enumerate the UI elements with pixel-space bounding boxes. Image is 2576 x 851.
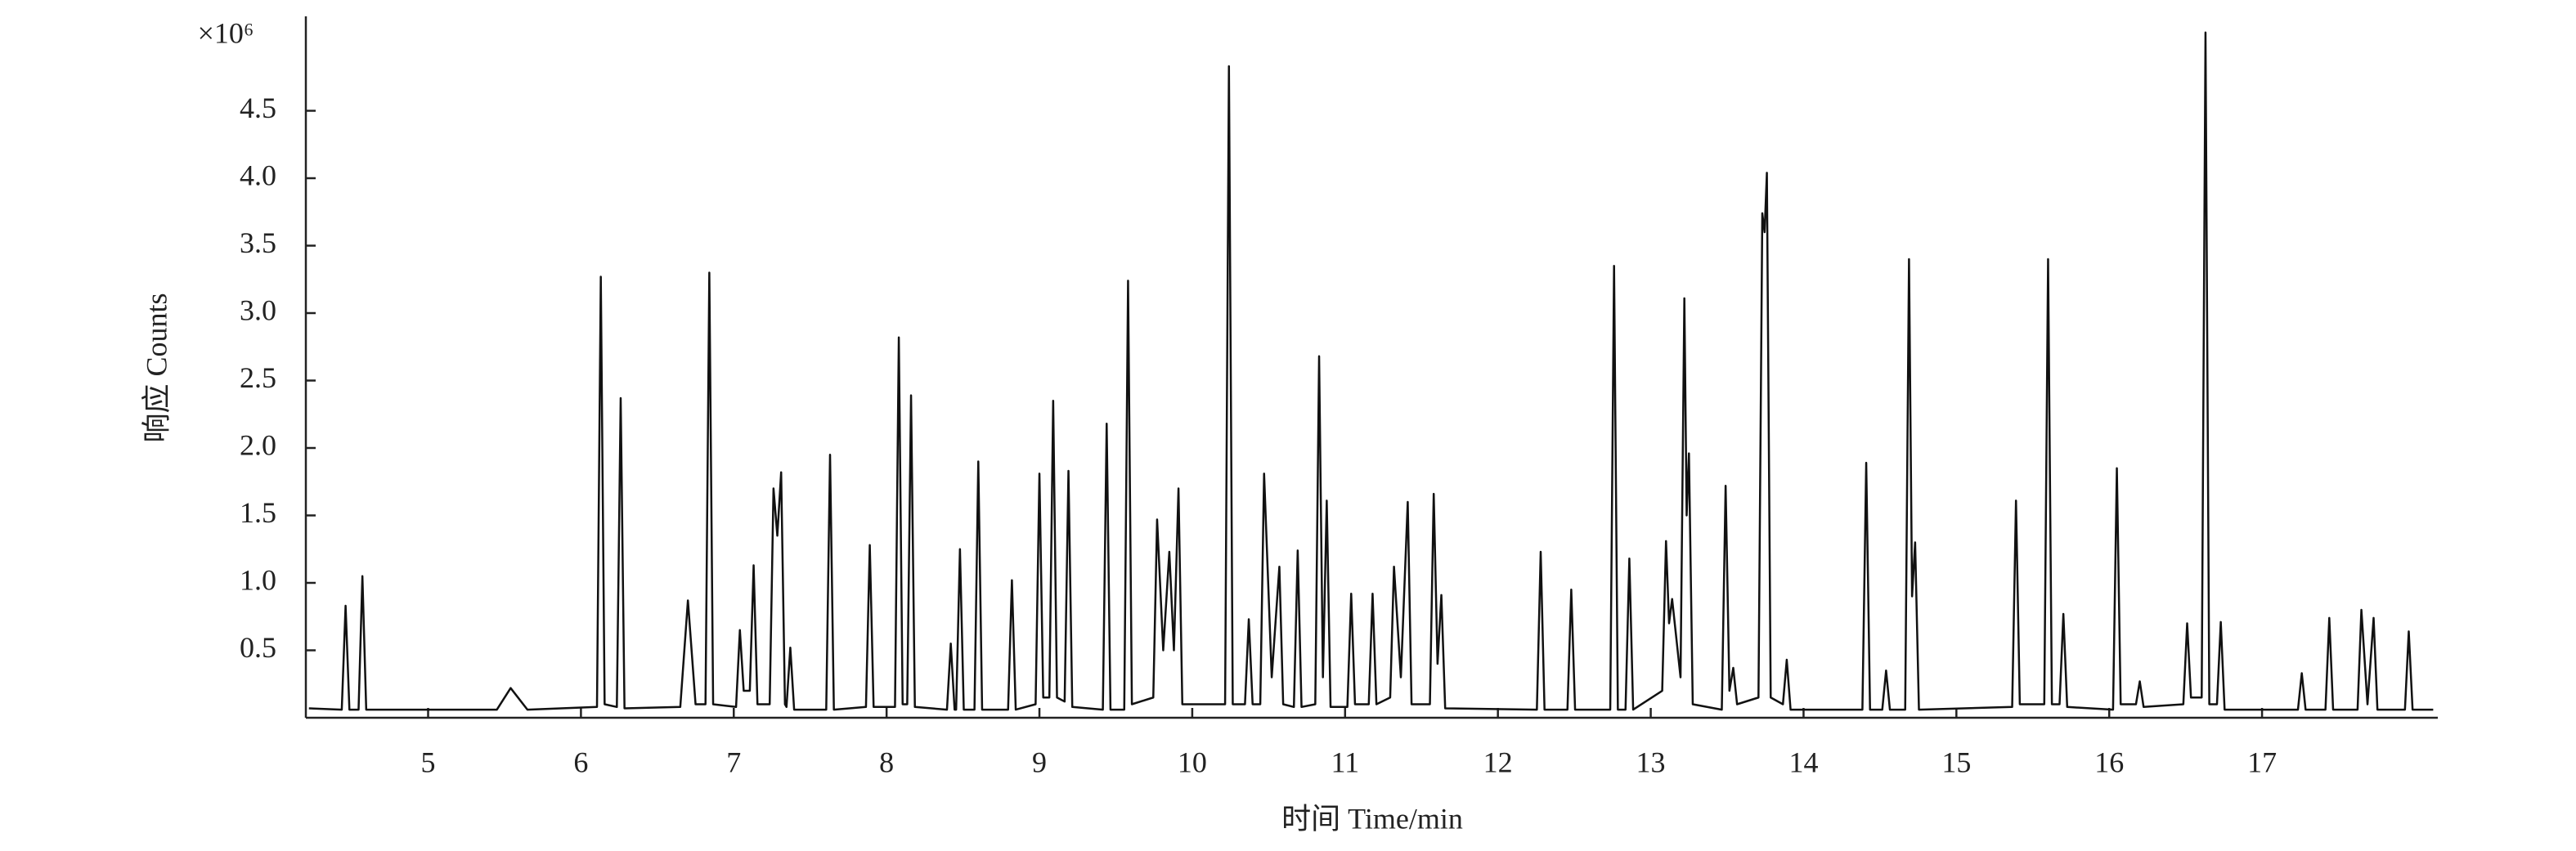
x-tick-label: 5 [421, 746, 436, 778]
y-tick-label: 2.0 [240, 428, 276, 461]
x-tick-label: 7 [726, 746, 741, 778]
y-tick-label: 4.5 [240, 92, 276, 124]
y-tick-label: 4.0 [240, 159, 276, 191]
x-tick-label: 13 [1636, 746, 1666, 778]
x-tick-label: 11 [1331, 746, 1359, 778]
y-axis-label: 响应 Counts [140, 293, 173, 442]
x-tick-label: 8 [879, 746, 894, 778]
x-tick-label: 10 [1178, 746, 1207, 778]
y-tick-label: 3.5 [240, 226, 276, 259]
chromatogram-trace [308, 31, 2434, 711]
x-tick-label: 16 [2094, 746, 2124, 778]
x-tick-label: 6 [573, 746, 588, 778]
y-tick-label: 0.5 [240, 631, 276, 664]
x-tick-label: 12 [1483, 746, 1513, 778]
y-tick-label: 1.0 [240, 563, 276, 596]
x-tick-label: 14 [1788, 746, 1818, 778]
y-tick-label: 2.5 [240, 361, 276, 394]
y-tick-label: 1.5 [240, 496, 276, 529]
y-tick-label: 3.0 [240, 293, 276, 326]
x-tick-label: 9 [1032, 746, 1047, 778]
x-axis-label: 时间 Time/min [1281, 802, 1463, 835]
x-tick-label: 17 [2247, 746, 2277, 778]
y-unit-label: ×10⁶ [198, 16, 254, 49]
x-tick-label: 15 [1941, 746, 1971, 778]
